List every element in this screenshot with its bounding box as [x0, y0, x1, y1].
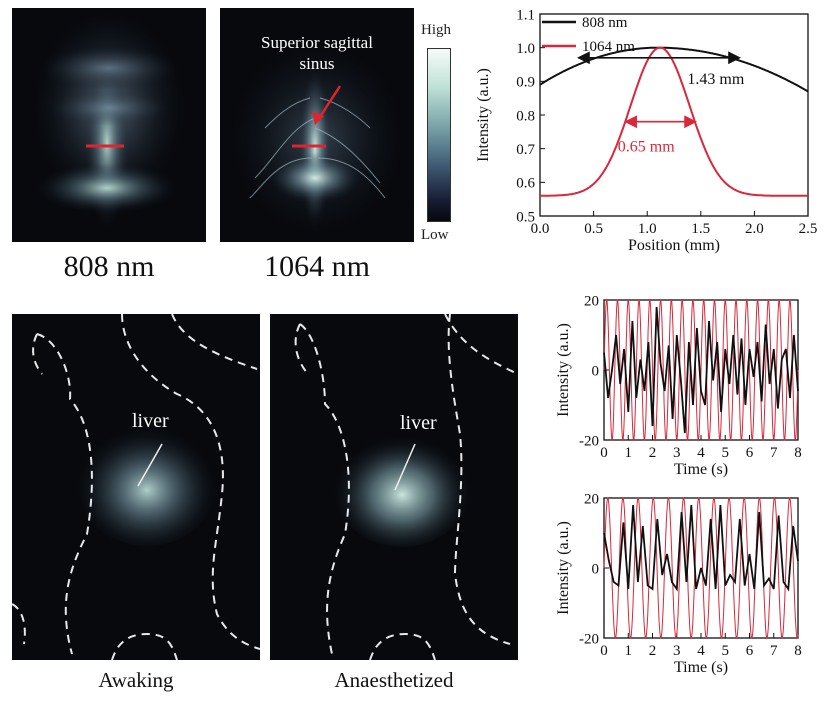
series-line-liver-signal [603, 504, 799, 592]
colorbar [427, 48, 451, 222]
x-tick-label: 0.5 [584, 221, 603, 237]
x-tick-label: 0 [600, 445, 608, 461]
sinus-annotation: Superior sagittal sinus [232, 32, 402, 74]
sinus-annotation-line1: Superior sagittal [261, 33, 373, 52]
y-tick-label: -20 [579, 631, 599, 647]
x-tick-label: 5 [722, 445, 730, 461]
image-awaking-glow [12, 314, 260, 660]
y-tick-label: 20 [584, 491, 599, 507]
x-axis-label: Time (s) [674, 659, 728, 676]
x-tick-label: 2.0 [745, 221, 764, 237]
image-anaesthetized: liver [270, 314, 518, 660]
liver-pointer-awaking [137, 443, 163, 487]
y-tick-label: 20 [584, 293, 599, 309]
x-tick-label: 3 [673, 643, 681, 659]
x-tick-label: 2 [649, 643, 657, 659]
caption-anaesthetized: Anaesthetized [334, 668, 454, 692]
body-outline-right [447, 314, 511, 645]
x-tick-label: 7 [770, 643, 778, 659]
liver-pointer-anaesthetized [394, 443, 416, 491]
y-tick-label: 0 [592, 363, 600, 379]
body-outline [36, 333, 93, 655]
plot-frame [539, 13, 809, 217]
liver-label-anaesthetized: liver [400, 412, 437, 434]
x-tick-label: 0 [600, 643, 608, 659]
y-axis-label: Intensity (a.u.) [555, 521, 572, 615]
y-tick-label: 1.0 [516, 41, 535, 57]
image-anaesthetized-glow [294, 314, 518, 660]
x-tick-label: 4 [697, 445, 705, 461]
image-808nm [12, 8, 206, 242]
caption-awaking: Awaking [98, 668, 174, 692]
x-tick-label: 1.5 [691, 221, 710, 237]
y-tick-label: 0.5 [516, 209, 535, 225]
y-tick-label: -20 [579, 433, 599, 449]
y-axis-label: Intensity (a.u.) [475, 68, 492, 162]
series-line-reference [603, 298, 799, 442]
x-tick-label: 8 [794, 445, 802, 461]
fwhm-label: 0.65 mm [618, 139, 675, 156]
x-tick-label: 8 [794, 643, 802, 659]
body-outline [299, 323, 350, 655]
body-outline-right [121, 314, 260, 650]
image-808nm-glow [34, 13, 184, 228]
x-axis-label: Position (mm) [628, 237, 720, 254]
x-tick-label: 1 [625, 445, 633, 461]
fwhm-label: 1.43 mm [687, 71, 744, 88]
x-tick-label: 4 [697, 643, 705, 659]
legend-label: 1064 nm [582, 39, 635, 55]
series-line-reference [603, 497, 799, 639]
series-line-liver-signal [603, 306, 799, 434]
legend-label: 808 nm [582, 15, 628, 31]
x-tick-label: 5 [722, 643, 730, 659]
caption-808nm: 808 nm [63, 250, 155, 283]
sinus-arrow-icon [316, 85, 342, 121]
y-axis-label: Intensity (a.u.) [555, 323, 572, 417]
x-tick-label: 1.0 [638, 221, 657, 237]
caption-1064nm: 1064 nm [264, 250, 370, 283]
y-tick-label: 0 [592, 561, 600, 577]
image-1064nm: Superior sagittal sinus [220, 8, 414, 242]
x-axis-label: Time (s) [674, 461, 728, 478]
y-tick-label: 0.7 [516, 142, 535, 158]
y-tick-label: 0.6 [516, 176, 535, 192]
x-tick-label: 7 [770, 445, 778, 461]
x-tick-label: 6 [746, 445, 754, 461]
colorbar-high-label: High [421, 22, 451, 38]
series-line-808-nm [539, 46, 809, 93]
sinus-arrowhead-icon [312, 111, 324, 125]
chart-intensity-profile: 0.0 0.5 1.0 1.5 2.0 2.50.50.60.70.80.91.01.1P… [475, 7, 818, 254]
sinus-annotation-line2: sinus [299, 54, 335, 73]
image-awaking: liver [12, 314, 260, 660]
image-1064nm-glow [232, 43, 402, 233]
y-tick-label: 1.1 [516, 7, 535, 23]
colorbar-low-label: Low [421, 227, 449, 243]
x-tick-label: 3 [673, 445, 681, 461]
x-tick-label: 2 [649, 445, 657, 461]
y-tick-label: 0.8 [516, 108, 535, 124]
y-tick-label: 0.9 [516, 75, 535, 91]
x-tick-label: 1 [625, 643, 633, 659]
liver-label-awaking: liver [132, 410, 169, 432]
x-tick-label: 0.0 [531, 221, 550, 237]
x-tick-label: 6 [746, 643, 754, 659]
x-tick-label: 2.5 [799, 221, 818, 237]
